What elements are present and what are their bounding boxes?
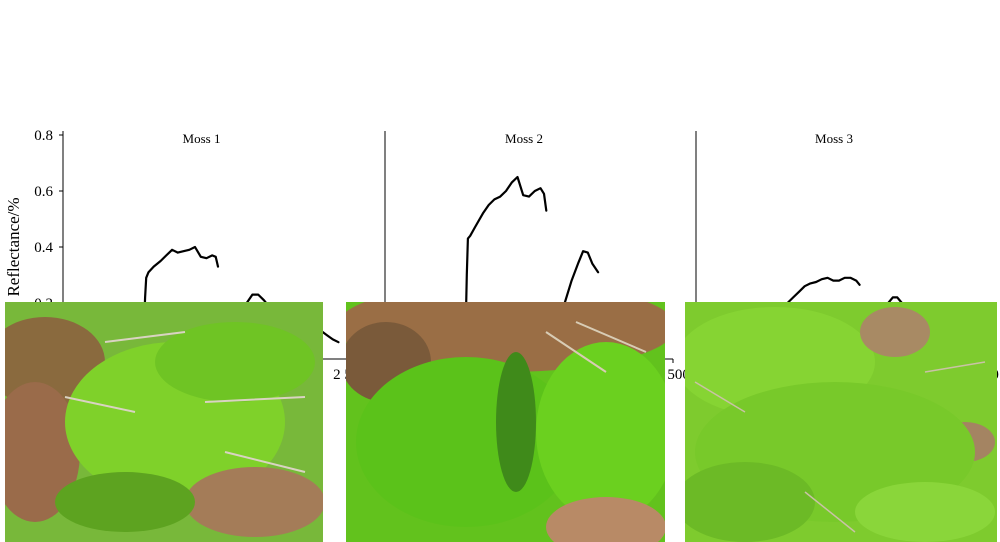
y-axis-title: Reflectance/% [4,197,23,296]
panel-title-2: Moss 2 [505,131,543,146]
y-tick-label-1-4: 0.8 [34,128,53,144]
y-tick-label-1-2: 0.4 [34,240,53,256]
moss-1-photo [5,302,323,542]
moss-2-photo [346,302,665,542]
moss-3-photo [685,302,997,542]
panel-title-3: Moss 3 [815,131,853,146]
y-tick-label-1-3: 0.6 [34,184,53,200]
panel-title-1: Moss 1 [183,131,221,146]
